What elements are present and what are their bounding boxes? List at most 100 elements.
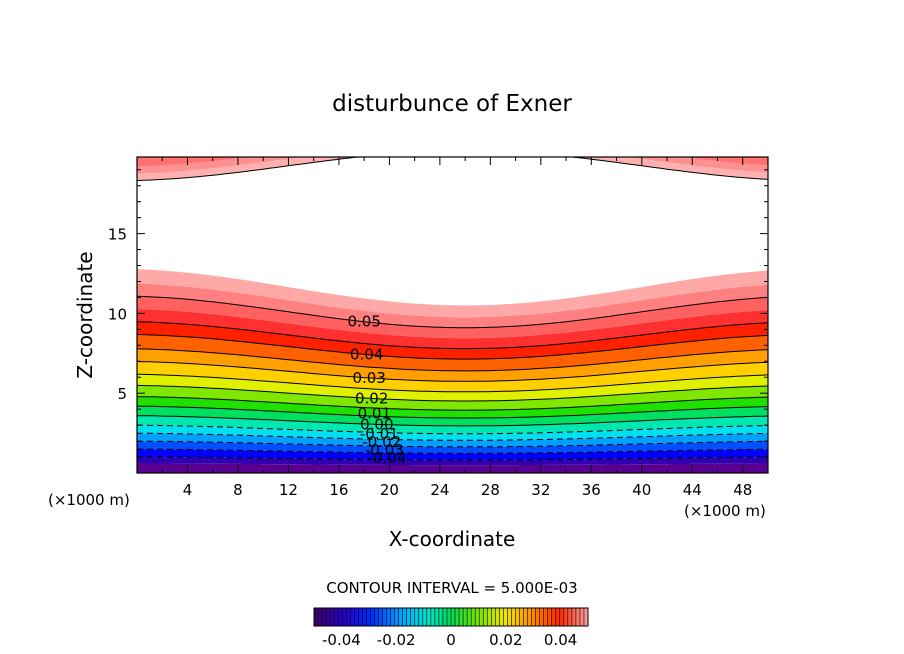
colorbar-swatch — [346, 608, 351, 626]
colorbar-swatch — [555, 608, 561, 626]
colorbar-swatch — [503, 608, 508, 626]
colorbar-swatch — [370, 608, 375, 626]
x-unit-label-left: (×1000 m) — [48, 491, 130, 509]
colorbar-swatch — [571, 608, 577, 626]
colorbar-swatch — [535, 608, 540, 626]
contour-line — [137, 348, 768, 372]
contour-band — [137, 374, 768, 401]
colorbar-swatch — [418, 608, 424, 626]
colorbar — [313, 608, 589, 626]
colorbar-swatch — [543, 608, 549, 626]
colorbar-swatch — [354, 608, 359, 626]
chart-title: disturbunce of Exner — [332, 91, 572, 117]
colorbar-swatch — [463, 608, 468, 626]
contour-band — [137, 348, 768, 382]
colorbar-swatch — [382, 608, 387, 626]
contour-line — [137, 432, 768, 441]
colorbar-swatch — [519, 608, 524, 626]
contour-label: -0.03 — [365, 441, 404, 459]
colorbar-swatch — [455, 608, 460, 626]
colorbar-swatch — [499, 608, 504, 626]
colorbar-swatch — [366, 608, 371, 626]
contour-line — [137, 361, 768, 382]
colorbar-swatch — [402, 608, 407, 626]
colorbar-swatch — [438, 608, 444, 626]
colorbar-swatch — [511, 608, 516, 626]
colorbar-tick-label: 0.02 — [489, 631, 522, 649]
colorbar-swatch — [459, 608, 464, 626]
colorbar-swatch — [487, 608, 492, 626]
colorbar-swatch — [442, 608, 448, 626]
colorbar-swatch — [422, 608, 428, 626]
contour-band — [137, 361, 768, 392]
colorbar-swatch — [495, 608, 500, 626]
colorbar-swatch — [314, 608, 319, 626]
contour-line — [137, 448, 768, 454]
x-tick-label: 16 — [329, 481, 348, 499]
contour-label: 0.05 — [347, 313, 380, 331]
colorbar-swatch — [471, 608, 476, 626]
contour-line — [137, 415, 768, 427]
colorbar-swatch — [559, 608, 565, 626]
x-tick-label: 8 — [233, 481, 243, 499]
contour-band — [137, 415, 768, 434]
x-tick-label: 32 — [531, 481, 550, 499]
colorbar-swatch — [330, 608, 335, 626]
colorbar-swatch — [322, 608, 327, 626]
contour-band — [137, 433, 768, 447]
colorbar-swatch — [390, 608, 395, 626]
colorbar-swatch — [539, 608, 544, 626]
x-tick-label: 40 — [632, 481, 651, 499]
contour-line — [137, 424, 768, 435]
plot-frame — [136, 156, 769, 474]
colorbar-swatch — [378, 608, 383, 626]
contour-band — [137, 296, 768, 339]
colorbar-swatch — [414, 608, 420, 626]
x-tick-label: 36 — [582, 481, 601, 499]
contour-band-upper — [137, 157, 768, 167]
x-tick-label: 24 — [430, 481, 449, 499]
colorbar-swatch — [563, 608, 569, 626]
contour-label: -0.02 — [362, 433, 401, 451]
colorbar-tick-label: -0.02 — [377, 631, 416, 649]
colorbar-swatch — [374, 608, 379, 626]
contour-line — [137, 384, 768, 402]
colorbar-swatch — [491, 608, 496, 626]
contour-label: -0.04 — [367, 449, 406, 467]
contour-line — [137, 405, 768, 419]
contour-lines — [137, 157, 768, 461]
x-tick-label: 4 — [183, 481, 193, 499]
contour-band — [137, 283, 768, 328]
colorbar-frame — [313, 607, 589, 627]
y-tick-label: 5 — [117, 385, 127, 403]
colorbar-swatch — [583, 608, 589, 626]
colorbar-swatch — [398, 608, 403, 626]
contour-band — [137, 425, 768, 441]
y-axis-ticks: 5 10 15 — [108, 169, 768, 458]
colorbar-swatch — [358, 608, 363, 626]
contour-label: -0.01 — [360, 425, 399, 443]
colorbar-swatch — [523, 608, 528, 626]
contour-interval-text: CONTOUR INTERVAL = 5.000E-03 — [326, 579, 577, 597]
x-tick-label: 20 — [380, 481, 399, 499]
contour-label: 0.00 — [360, 415, 393, 433]
contour-label: 0.01 — [358, 404, 391, 422]
colorbar-swatch — [531, 608, 536, 626]
colorbar-swatch — [362, 608, 367, 626]
colorbar-swatch — [446, 608, 452, 626]
colorbar-swatch — [318, 608, 323, 626]
colorbar-swatch — [426, 608, 432, 626]
colorbar-swatch — [479, 608, 484, 626]
x-axis-label: X-coordinate — [389, 527, 516, 551]
colorbar-swatch — [467, 608, 472, 626]
contour-line — [137, 456, 768, 461]
colorbar-swatch — [430, 608, 436, 626]
x-tick-label: 44 — [683, 481, 702, 499]
colorbar-swatch — [451, 608, 456, 626]
colorbar-swatch — [338, 608, 343, 626]
contour-line — [137, 334, 768, 360]
contour-band — [137, 385, 768, 411]
contour-band — [137, 396, 768, 418]
colorbar-swatch — [475, 608, 480, 626]
